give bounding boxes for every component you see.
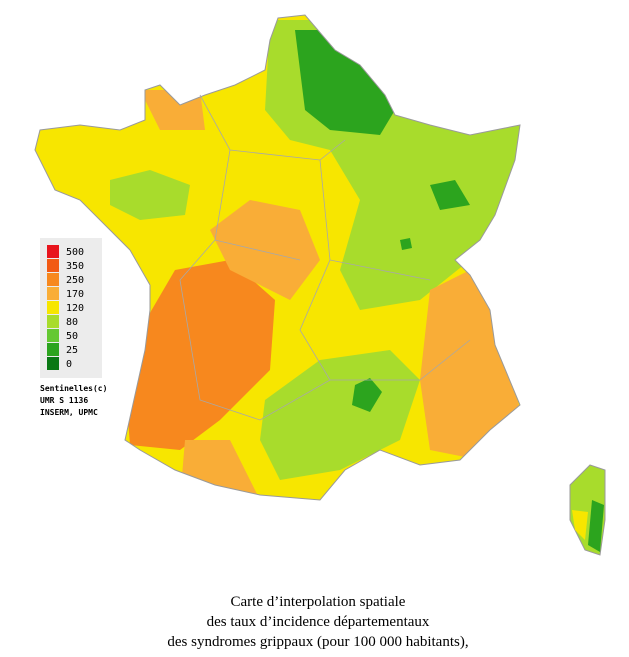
legend-swatch [47,315,59,328]
legend-swatch [47,273,59,286]
legend-label: 250 [66,275,84,286]
legend-label: 170 [66,289,84,300]
credit-line: INSERM, UPMC [40,408,98,417]
legend-swatch [47,357,59,370]
legend-swatch [47,259,59,272]
credits: Sentinelles(c) UMR S 1136 INSERM, UPMC [40,383,107,417]
caption-line: Carte d’interpolation spatiale [231,594,406,610]
caption: Carte d’interpolation spatiale des taux d… [167,594,468,650]
legend-label: 500 [66,247,84,258]
legend-label: 80 [66,317,78,328]
legend-label: 0 [66,359,72,370]
credit-line: UMR S 1136 [40,396,88,405]
caption-line: des taux d’incidence départementaux [207,614,430,630]
legend-swatch [47,287,59,300]
legend-label: 50 [66,331,78,342]
legend-swatch [47,343,59,356]
caption-line: des syndromes grippaux (pour 100 000 hab… [167,634,468,650]
legend-label: 120 [66,303,84,314]
legend-swatch [47,329,59,342]
credit-line: Sentinelles(c) [40,383,107,393]
legend-swatch [47,245,59,258]
legend-label: 25 [66,345,78,356]
legend-swatch [47,301,59,314]
legend-label: 350 [66,261,84,272]
